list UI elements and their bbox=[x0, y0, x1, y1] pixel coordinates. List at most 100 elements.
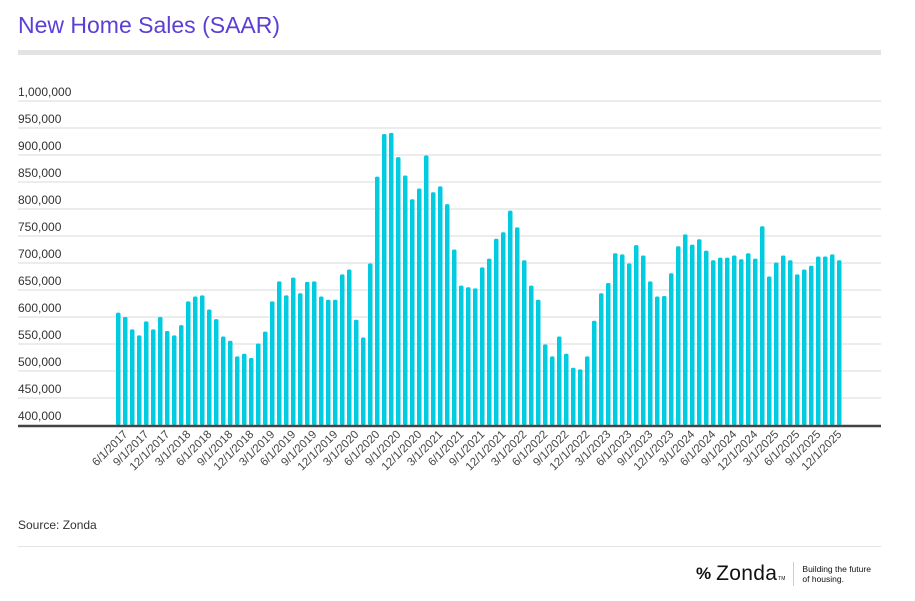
bar bbox=[704, 250, 709, 425]
bar bbox=[340, 274, 345, 425]
bar bbox=[494, 238, 499, 425]
bar bbox=[256, 343, 261, 425]
bar bbox=[291, 277, 296, 425]
bar bbox=[774, 262, 779, 425]
tagline-line-1: Building the future bbox=[802, 564, 871, 574]
bar bbox=[529, 285, 534, 425]
bar bbox=[207, 309, 212, 425]
bar bbox=[501, 232, 506, 425]
bar bbox=[648, 281, 653, 425]
bar bbox=[438, 186, 443, 425]
bar bbox=[746, 253, 751, 425]
bar bbox=[536, 299, 541, 425]
bar bbox=[571, 367, 576, 425]
bar bbox=[452, 249, 457, 425]
bar bbox=[249, 358, 254, 425]
bar bbox=[200, 295, 205, 425]
bar bbox=[753, 258, 758, 425]
bar bbox=[823, 256, 828, 425]
bar bbox=[837, 260, 842, 425]
bar bbox=[725, 257, 730, 425]
bar bbox=[683, 234, 688, 425]
bar bbox=[711, 260, 716, 425]
bar bbox=[354, 319, 359, 425]
y-tick-label: 600,000 bbox=[18, 301, 62, 315]
bar bbox=[767, 276, 772, 425]
bar bbox=[606, 282, 611, 425]
bar bbox=[158, 317, 163, 425]
bar bbox=[690, 244, 695, 425]
bar bbox=[375, 176, 380, 425]
bar bbox=[235, 356, 240, 425]
bar bbox=[669, 273, 674, 425]
bar bbox=[620, 254, 625, 425]
bar bbox=[802, 269, 807, 425]
bar bbox=[578, 369, 583, 425]
bar bbox=[312, 281, 317, 425]
bar bbox=[144, 321, 149, 425]
bar bbox=[788, 260, 793, 425]
y-tick-label: 850,000 bbox=[18, 166, 62, 180]
bar bbox=[221, 336, 226, 425]
bar bbox=[487, 258, 492, 425]
bar bbox=[459, 285, 464, 425]
bar bbox=[634, 245, 639, 425]
y-tick-label: 500,000 bbox=[18, 355, 62, 369]
bar bbox=[424, 155, 429, 426]
bar bbox=[522, 260, 527, 425]
bar bbox=[599, 293, 604, 425]
bar bbox=[585, 356, 590, 425]
logo-trademark: TM bbox=[778, 576, 786, 582]
y-tick-label: 800,000 bbox=[18, 193, 62, 207]
bar bbox=[361, 337, 366, 425]
y-tick-label: 900,000 bbox=[18, 139, 62, 153]
bar bbox=[242, 353, 247, 425]
bar bbox=[655, 296, 660, 425]
bar bbox=[431, 192, 436, 425]
bar bbox=[417, 188, 422, 425]
logo-tagline: Building the future of housing. bbox=[802, 564, 871, 584]
bar bbox=[137, 335, 142, 425]
bar bbox=[809, 265, 814, 425]
bar bbox=[228, 340, 233, 425]
bar bbox=[515, 227, 520, 425]
bar bbox=[270, 301, 275, 425]
y-tick-label: 1,000,000 bbox=[18, 85, 72, 99]
bar bbox=[410, 199, 415, 425]
bar bbox=[508, 210, 513, 425]
bar bbox=[172, 335, 177, 425]
bar bbox=[564, 353, 569, 425]
title-divider bbox=[18, 50, 881, 55]
bar bbox=[186, 301, 191, 425]
bar bbox=[130, 329, 135, 425]
bar bbox=[795, 274, 800, 425]
bar bbox=[676, 246, 681, 425]
bar bbox=[816, 256, 821, 425]
bar bbox=[165, 331, 170, 425]
bar bbox=[830, 254, 835, 425]
logo-separator bbox=[793, 562, 795, 586]
bar bbox=[116, 312, 121, 425]
bar bbox=[368, 263, 373, 425]
bar bbox=[284, 295, 289, 425]
bar bbox=[627, 263, 632, 425]
bar bbox=[557, 336, 562, 425]
y-tick-label: 950,000 bbox=[18, 112, 62, 126]
bar bbox=[739, 259, 744, 425]
bar bbox=[319, 296, 324, 425]
bar bbox=[718, 257, 723, 425]
bar bbox=[347, 269, 352, 425]
bar bbox=[389, 132, 394, 426]
y-tick-label: 550,000 bbox=[18, 328, 62, 342]
bar bbox=[214, 319, 219, 425]
bar bbox=[662, 295, 667, 425]
y-tick-label: 700,000 bbox=[18, 247, 62, 261]
y-tick-label: 650,000 bbox=[18, 274, 62, 288]
zonda-logo-icon: % bbox=[696, 564, 712, 583]
bar bbox=[123, 317, 128, 425]
chart-title: New Home Sales (SAAR) bbox=[18, 12, 281, 38]
y-tick-label: 450,000 bbox=[18, 382, 62, 396]
bar bbox=[382, 133, 387, 425]
zonda-logo: % Zonda TM Building the future of housin… bbox=[696, 562, 871, 586]
